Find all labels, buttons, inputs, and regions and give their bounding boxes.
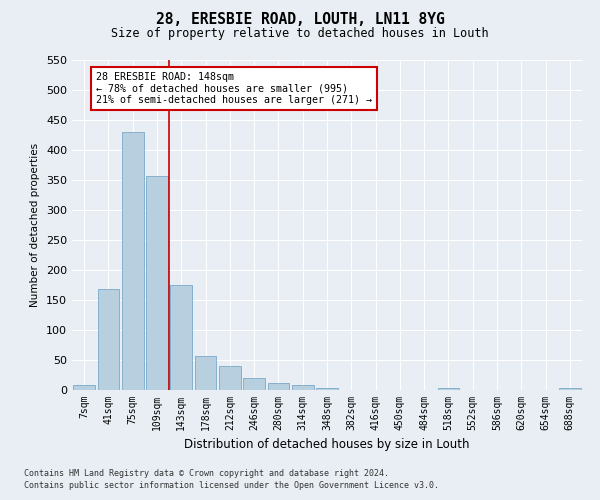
Bar — [170, 285, 192, 390]
Bar — [292, 385, 314, 390]
Bar — [73, 385, 95, 390]
Bar — [268, 384, 289, 390]
Bar — [219, 366, 241, 390]
Bar — [559, 388, 581, 390]
Bar — [97, 289, 119, 390]
Bar — [243, 378, 265, 390]
Bar — [194, 356, 217, 390]
Text: 28, ERESBIE ROAD, LOUTH, LN11 8YG: 28, ERESBIE ROAD, LOUTH, LN11 8YG — [155, 12, 445, 28]
Bar — [437, 388, 460, 390]
Bar — [316, 388, 338, 390]
Text: Contains public sector information licensed under the Open Government Licence v3: Contains public sector information licen… — [24, 481, 439, 490]
Bar — [122, 132, 143, 390]
Y-axis label: Number of detached properties: Number of detached properties — [31, 143, 40, 307]
Text: Size of property relative to detached houses in Louth: Size of property relative to detached ho… — [111, 28, 489, 40]
X-axis label: Distribution of detached houses by size in Louth: Distribution of detached houses by size … — [184, 438, 470, 452]
Bar — [146, 176, 168, 390]
Text: 28 ERESBIE ROAD: 148sqm
← 78% of detached houses are smaller (995)
21% of semi-d: 28 ERESBIE ROAD: 148sqm ← 78% of detache… — [96, 72, 372, 105]
Text: Contains HM Land Registry data © Crown copyright and database right 2024.: Contains HM Land Registry data © Crown c… — [24, 468, 389, 477]
